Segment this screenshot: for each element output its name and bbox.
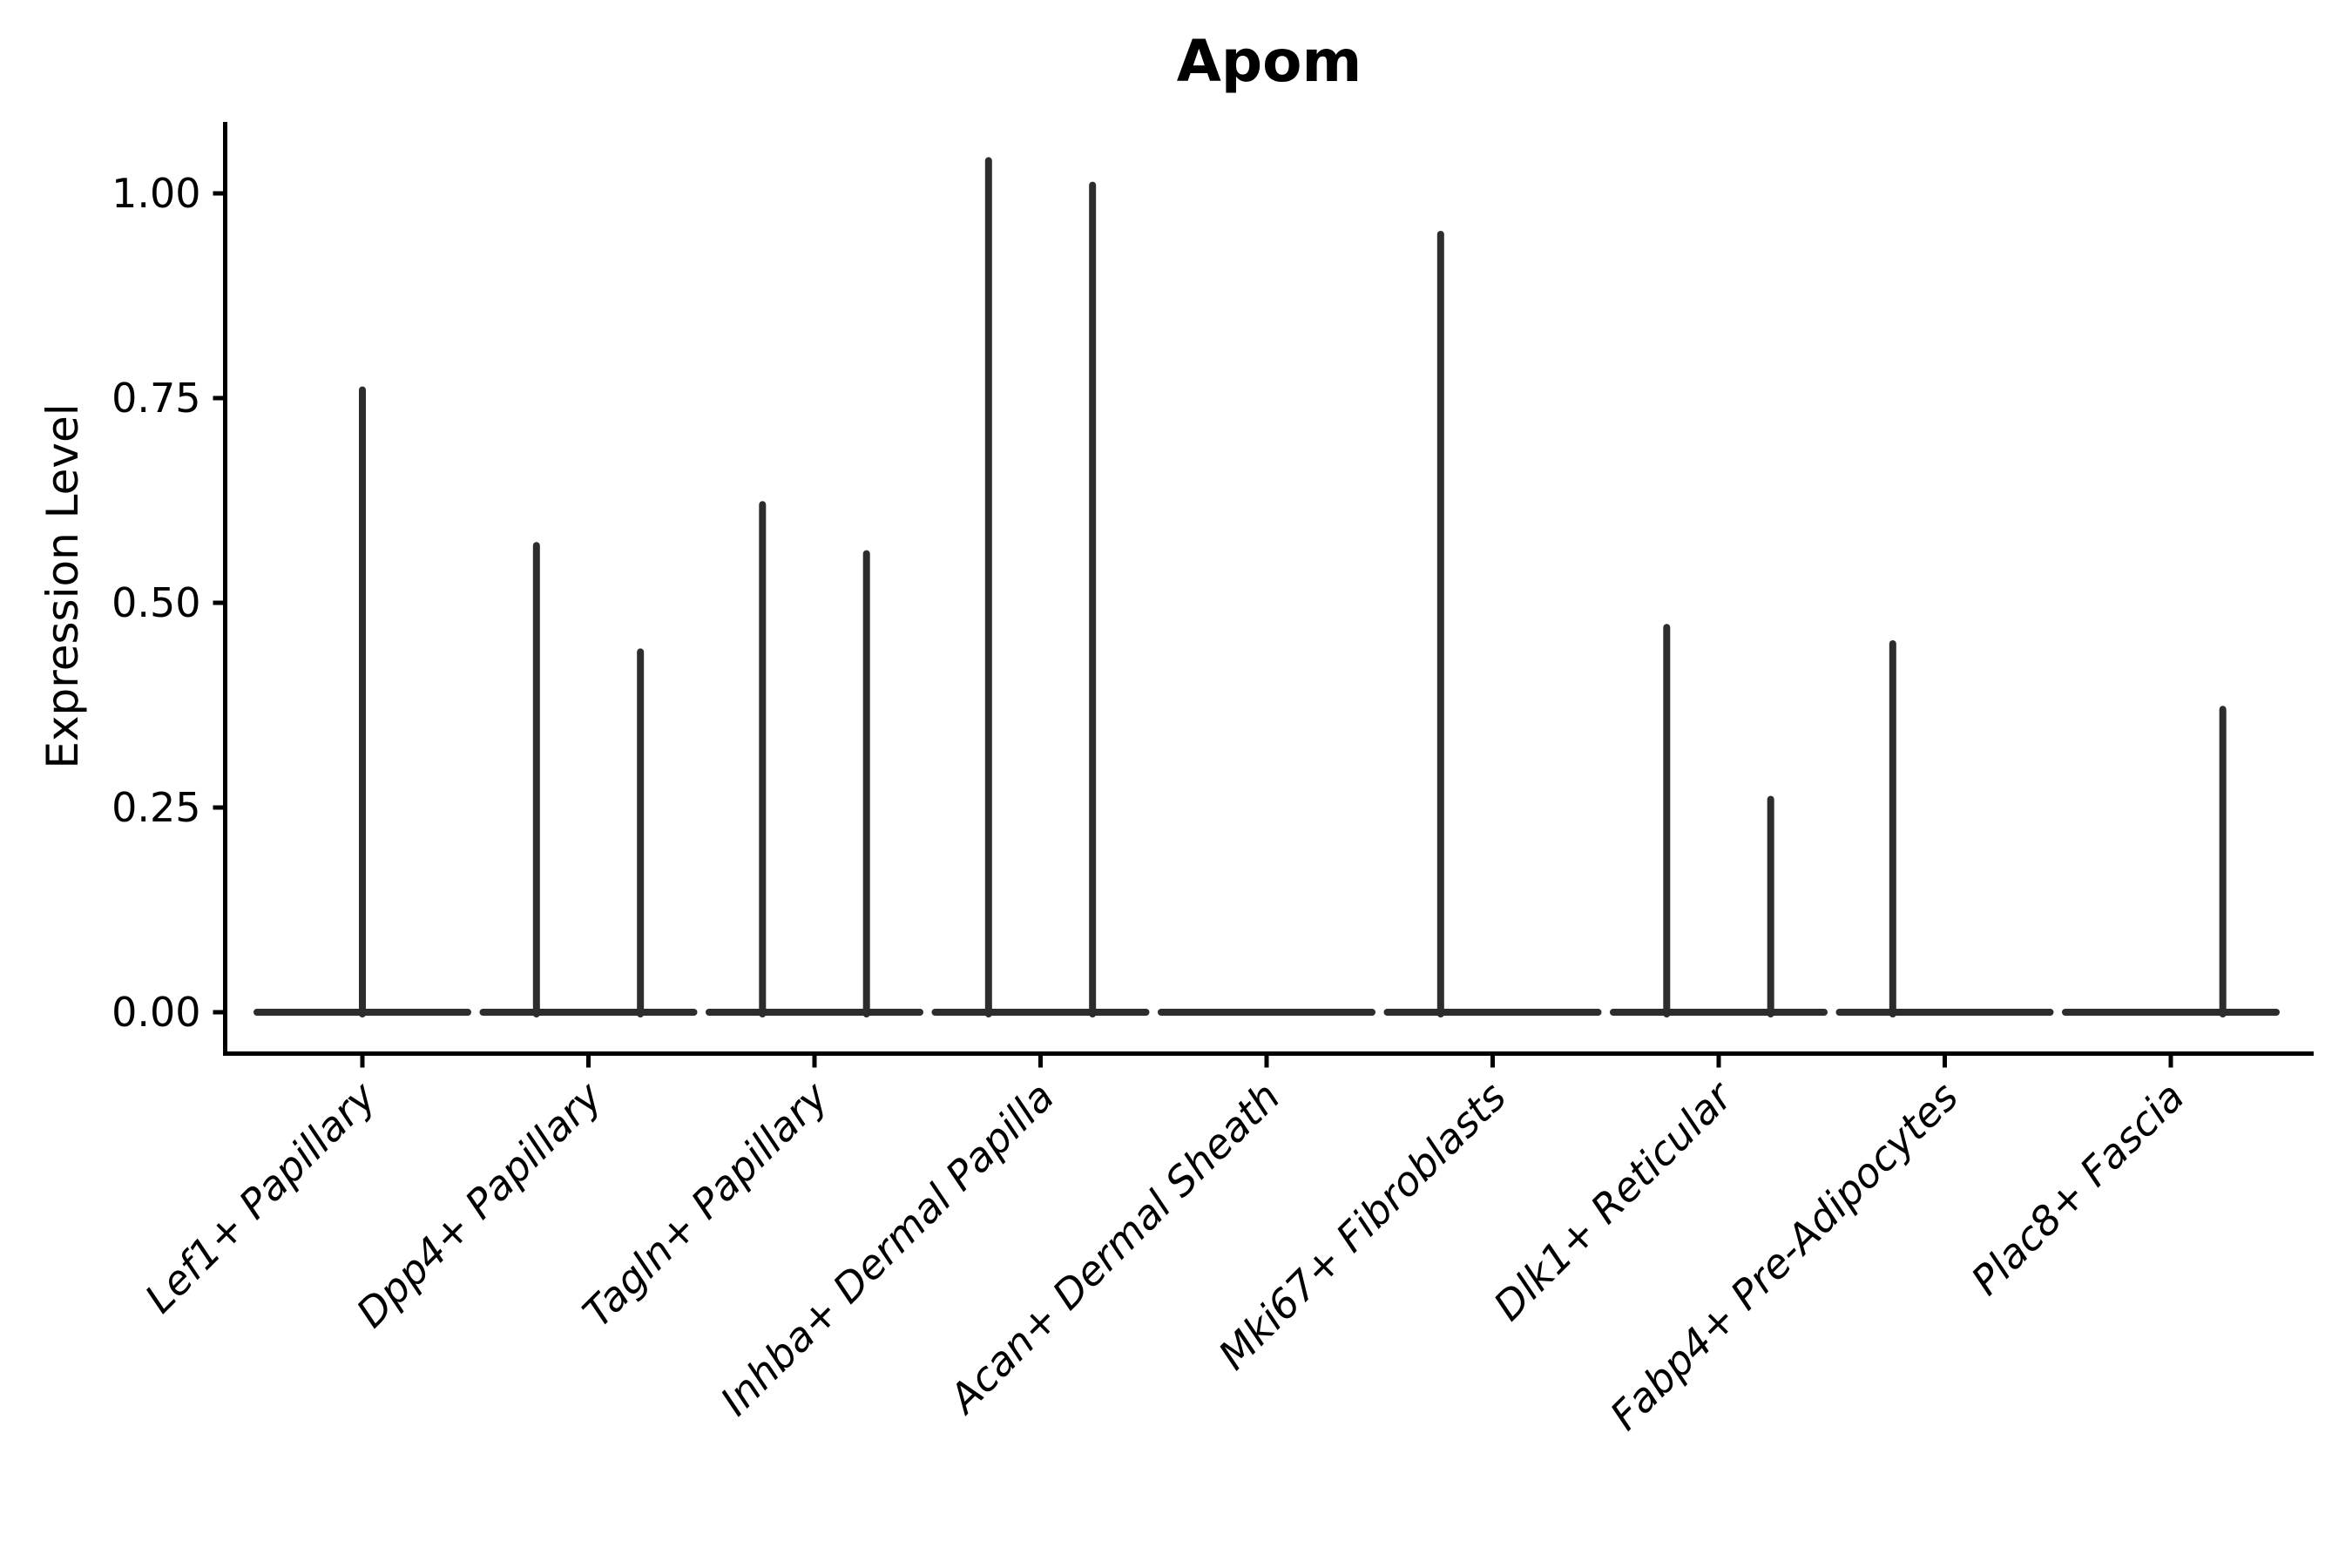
y-tick-label: 0.25 [112,784,200,831]
chart-title: Apom [1176,28,1362,95]
x-tick-label: Tagln+ Papillary [573,1072,837,1336]
x-tick-label: Lef1+ Papillary [136,1072,385,1321]
y-tick-label: 0.75 [112,375,200,422]
y-tick-label: 1.00 [112,170,200,217]
x-tick-label: Plac8+ Fascia [1962,1073,2193,1304]
y-tick-label: 0.00 [112,989,200,1036]
y-tick-label: 0.50 [112,579,200,626]
x-tick-label: Dpp4+ Papillary [348,1072,612,1336]
x-tick-label: Dlk1+ Reticular [1484,1071,1743,1329]
